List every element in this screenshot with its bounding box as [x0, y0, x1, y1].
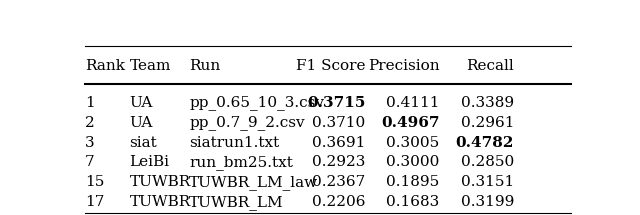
Text: 0.3151: 0.3151 — [461, 175, 514, 189]
Text: 1: 1 — [85, 96, 95, 110]
Text: F1 Score: F1 Score — [296, 58, 365, 72]
Text: Run: Run — [189, 58, 220, 72]
Text: 0.3000: 0.3000 — [386, 155, 440, 169]
Text: 3: 3 — [85, 135, 95, 149]
Text: siatrun1.txt: siatrun1.txt — [189, 135, 280, 149]
Text: 7: 7 — [85, 155, 95, 169]
Text: 0.3691: 0.3691 — [312, 135, 365, 149]
Text: TUWBR: TUWBR — [129, 195, 191, 209]
Text: 0.2206: 0.2206 — [312, 195, 365, 209]
Text: TUWBR_LM: TUWBR_LM — [189, 195, 284, 210]
Text: TUWBR: TUWBR — [129, 175, 191, 189]
Text: LeiBi: LeiBi — [129, 155, 170, 169]
Text: 2: 2 — [85, 116, 95, 130]
Text: TUWBR_LM_law: TUWBR_LM_law — [189, 175, 318, 190]
Text: run_bm25.txt: run_bm25.txt — [189, 155, 293, 170]
Text: 0.2367: 0.2367 — [312, 175, 365, 189]
Text: Rank: Rank — [85, 58, 125, 72]
Text: siat: siat — [129, 135, 157, 149]
Text: Team: Team — [129, 58, 171, 72]
Text: 15: 15 — [85, 175, 104, 189]
Text: 0.2923: 0.2923 — [312, 155, 365, 169]
Text: 0.4111: 0.4111 — [386, 96, 440, 110]
Text: 0.4782: 0.4782 — [456, 135, 514, 149]
Text: Precision: Precision — [368, 58, 440, 72]
Text: UA: UA — [129, 96, 153, 110]
Text: 0.3199: 0.3199 — [461, 195, 514, 209]
Text: 0.2850: 0.2850 — [461, 155, 514, 169]
Text: 0.4967: 0.4967 — [381, 116, 440, 130]
Text: 0.3389: 0.3389 — [461, 96, 514, 110]
Text: 17: 17 — [85, 195, 104, 209]
Text: 0.1895: 0.1895 — [387, 175, 440, 189]
Text: pp_0.7_9_2.csv: pp_0.7_9_2.csv — [189, 115, 305, 130]
Text: Recall: Recall — [467, 58, 514, 72]
Text: 0.1683: 0.1683 — [387, 195, 440, 209]
Text: 0.3710: 0.3710 — [312, 116, 365, 130]
Text: 0.2961: 0.2961 — [461, 116, 514, 130]
Text: pp_0.65_10_3.csv: pp_0.65_10_3.csv — [189, 95, 324, 110]
Text: 0.3005: 0.3005 — [387, 135, 440, 149]
Text: UA: UA — [129, 116, 153, 130]
Text: 0.3715: 0.3715 — [307, 96, 365, 110]
